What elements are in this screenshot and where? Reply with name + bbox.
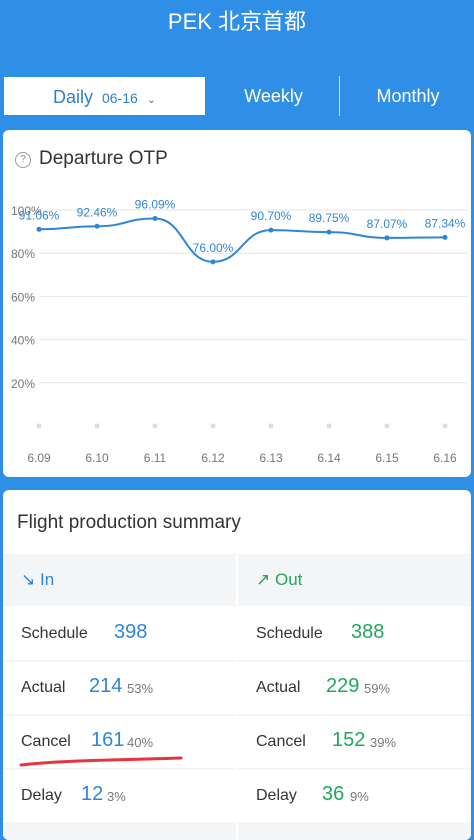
row-value: 12 [81,783,104,805]
in-row-cancel: Cancel 161 40% [3,716,236,768]
row-label: Actual [21,679,66,696]
help-icon[interactable]: ? [15,152,31,168]
out-header: ↗ Out [238,554,471,608]
row-percent: 40% [127,735,154,750]
row-value: 388 [351,621,385,643]
out-row-delay: Delay 36 9% [238,770,471,822]
data-label: 87.34% [425,216,466,230]
in-row-schedule: Schedule 398 [3,608,236,660]
x-tick-label: 6.11 [144,451,167,465]
summary-columns: ↘ In Schedule 398 Actual 214 53% Cancel … [3,554,471,840]
baseline-dot [94,423,100,429]
tab-daily-date: 06-16 [101,90,138,106]
x-tick-label: 6.15 [375,451,399,465]
baseline-dot [152,423,158,429]
x-tick-label: 6.10 [85,451,109,465]
period-tabs: Daily 06-16 ⌄ Weekly Monthly [0,76,474,116]
row-label: Actual [256,679,301,696]
data-label: 91.06% [19,208,60,222]
row-percent: 59% [364,681,391,696]
y-tick-label: 20% [11,377,35,391]
in-column: ↘ In Schedule 398 Actual 214 53% Cancel … [3,554,236,840]
row-label: Schedule [256,625,323,642]
data-point [210,259,216,265]
row-value: 398 [114,621,148,643]
tab-daily[interactable]: Daily 06-16 ⌄ [3,76,206,116]
data-label: 76.00% [193,241,234,255]
baseline-dot [326,423,332,429]
out-column: ↗ Out Schedule 388 Actual 229 59% Cancel… [238,554,471,840]
otp-line-chart: 100% 80% 60% 40% 20% 6.09 6.10 6.11 6.12 6.13 6.14… [11,197,467,465]
data-point [268,227,274,233]
x-tick-label: 6.13 [259,451,283,465]
out-row-actual: Actual 229 59% [238,662,471,714]
row-percent: 53% [127,681,154,696]
data-point [442,234,448,240]
data-point [384,235,390,241]
row-label: Cancel [256,733,306,750]
x-tick-label: 6.16 [433,451,457,465]
baseline-dot [268,423,274,429]
otp-title-text: Departure OTP [39,148,168,169]
data-point [152,215,158,221]
row-label: Schedule [21,625,88,642]
tab-monthly[interactable]: Monthly [376,86,440,106]
otp-series-line [38,217,446,263]
y-tick-label: 40% [11,334,35,348]
row-value: 152 [332,729,366,751]
otp-card-title: ? Departure OTP [15,148,168,170]
out-row-cancel: Cancel 152 39% [238,716,471,768]
y-tick-label: 60% [11,290,35,304]
data-point [36,226,42,232]
row-value: 36 [322,783,345,805]
row-value: 161 [91,729,125,751]
column-divider [236,554,238,840]
row-percent: 9% [350,789,369,804]
x-tick-label: 6.14 [317,451,341,465]
row-percent: 39% [370,735,397,750]
chevron-down-icon: ⌄ [146,94,157,106]
in-heading: ↘ In [21,570,54,590]
data-label: 87.07% [367,217,408,231]
y-tick-label: 80% [11,247,35,261]
flight-summary-card: Flight production summary ↘ In Schedule … [3,490,471,840]
x-tick-label: 6.09 [27,451,51,465]
in-row-delay: Delay 12 3% [3,770,236,822]
data-point [326,229,332,235]
data-label: 89.75% [309,211,350,225]
tab-daily-label: Daily [52,87,93,107]
row-label: Cancel [21,733,71,750]
y-tick-label: 100% [11,204,42,218]
red-underline-annotation [19,756,183,767]
data-point [94,223,100,229]
baseline-dot [210,423,216,429]
airport-title: PEK 北京首都 [167,9,307,34]
data-label: 92.46% [77,205,118,219]
baseline-dot [384,423,390,429]
arrow-down-right-icon: ↘ [21,570,36,589]
in-label: In [39,570,55,589]
summary-title: Flight production summary [17,512,241,533]
out-row-schedule: Schedule 388 [238,608,471,660]
in-header: ↘ In [3,554,236,608]
data-label: 90.70% [251,209,292,223]
departure-otp-card: ? Departure OTP 100% 80% 60% 40% 20% 6.09 6.10 6… [3,130,471,477]
out-heading: ↗ Out [256,570,302,590]
in-row-actual: Actual 214 53% [3,662,236,714]
row-label: Delay [21,787,62,804]
out-label: Out [274,570,303,589]
row-percent: 3% [107,789,126,804]
arrow-up-right-icon: ↗ [256,570,271,589]
tab-weekly[interactable]: Weekly [208,76,340,116]
row-value: 229 [326,675,360,697]
x-tick-label: 6.12 [201,451,225,465]
row-label: Delay [256,787,297,804]
baseline-dot [36,423,42,429]
baseline-dot [442,423,448,429]
data-label: 96.09% [135,197,176,211]
row-value: 214 [89,675,123,697]
